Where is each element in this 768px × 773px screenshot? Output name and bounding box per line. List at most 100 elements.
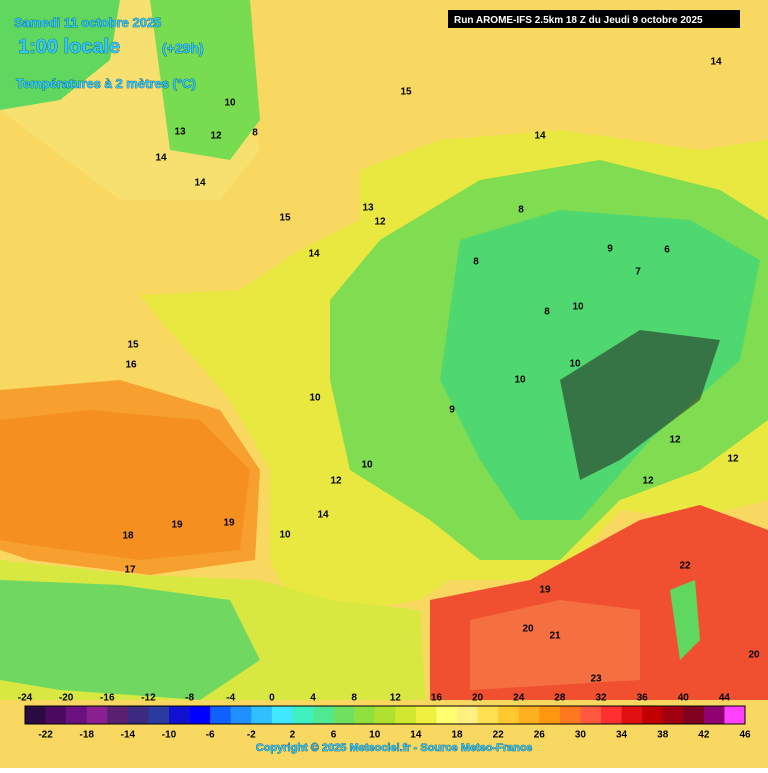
contour-label: 15 — [400, 87, 412, 98]
colorbar: -24 -20 -16 -12 -8 -4 0 4 8 12 16 20 24 28 32 36 40 44-22… — [18, 693, 751, 741]
colorbar-cell — [662, 706, 684, 724]
contour-label: 14 — [710, 57, 722, 68]
colorbar-cell — [642, 706, 664, 724]
date: Samedi 11 octobre 2025 — [14, 15, 161, 30]
colorbar-cell — [210, 706, 232, 724]
colorbar-label: 2 — [290, 730, 296, 741]
contour-label: 10 — [572, 302, 584, 313]
colorbar-label: 22 — [493, 730, 505, 741]
corsica — [670, 580, 700, 660]
contour-label: 14 — [155, 153, 167, 164]
colorbar-label: 10 — [369, 730, 381, 741]
colorbar-cell — [189, 706, 211, 724]
colorbar-label: 30 — [575, 730, 587, 741]
contour-label: 13 — [174, 127, 186, 138]
contour-label: 6 — [664, 245, 670, 256]
colorbar-cell — [169, 706, 190, 724]
contour-label: 15 — [127, 340, 139, 351]
colorbar-cell — [724, 706, 746, 724]
contour-label: 15 — [279, 213, 291, 224]
spain-green — [0, 580, 260, 700]
colorbar-label: 6 — [331, 730, 337, 741]
colorbar-cell — [415, 706, 437, 724]
colorbar-cell — [107, 706, 129, 724]
contour-label: 10 — [309, 393, 321, 404]
colorbar-cell — [313, 706, 334, 724]
lead: (+29h) — [162, 40, 204, 56]
field-name: Températures à 2 mètres (°C) — [16, 76, 196, 91]
colorbar-label: 16 — [431, 693, 443, 704]
contour-label: 14 — [534, 131, 546, 142]
colorbar-cell — [395, 706, 417, 724]
time: 1:00 locale — [18, 36, 120, 58]
colorbar-label: -18 — [79, 730, 94, 741]
colorbar-label: 24 — [513, 693, 525, 704]
contour-label: 19 — [171, 520, 183, 531]
colorbar-cell — [271, 706, 293, 724]
colorbar-cell — [703, 706, 725, 724]
contour-label: 12 — [727, 454, 739, 465]
contour-label: 12 — [374, 217, 386, 228]
contour-label: 14 — [194, 178, 206, 189]
colorbar-cell — [477, 706, 499, 724]
colorbar-cell — [230, 706, 252, 724]
colorbar-label: -20 — [59, 693, 74, 704]
colorbar-label: 38 — [657, 730, 669, 741]
contour-label: 19 — [223, 518, 235, 529]
colorbar-cell — [518, 706, 540, 724]
colorbar-cell — [580, 706, 602, 724]
uk-green — [0, 0, 120, 110]
bay-warmest — [0, 410, 250, 560]
contour-label: 17 — [124, 565, 136, 576]
contour-label: 19 — [539, 585, 551, 596]
colorbar-cell — [25, 706, 46, 724]
contour-label: 13 — [362, 203, 374, 214]
colorbar-label: -22 — [38, 730, 53, 741]
colorbar-cell — [292, 706, 314, 724]
colorbar-label: -12 — [141, 693, 156, 704]
contour-label: 12 — [642, 476, 654, 487]
colorbar-cell — [66, 706, 88, 724]
run-bar — [448, 10, 740, 28]
colorbar-label: -6 — [206, 730, 215, 741]
colorbar-cell — [127, 706, 149, 724]
colorbar-label: -8 — [185, 693, 194, 704]
colorbar-label: 4 — [310, 693, 316, 704]
colorbar-cell — [559, 706, 581, 724]
colorbar-cell — [86, 706, 108, 724]
colorbar-label: 28 — [554, 693, 566, 704]
colorbar-label: 12 — [390, 693, 402, 704]
contour-label: 20 — [748, 650, 760, 661]
colorbar-cell — [436, 706, 458, 724]
contour-label: 8 — [518, 205, 524, 216]
contour-label: 12 — [330, 476, 342, 487]
colorbar-cell — [333, 706, 355, 724]
contour-label: 10 — [224, 98, 236, 109]
colorbar-label: 8 — [351, 693, 357, 704]
contour-label: 7 — [635, 267, 641, 278]
uk-south — [150, 0, 260, 160]
colorbar-cell — [251, 706, 273, 724]
colorbar-cell — [354, 706, 376, 724]
colorbar-label: -2 — [247, 730, 256, 741]
colorbar-cell — [374, 706, 396, 724]
colorbar-label: 14 — [410, 730, 422, 741]
colorbar-cell — [148, 706, 170, 724]
colorbar-label: 44 — [719, 693, 731, 704]
contour-label: 10 — [279, 530, 291, 541]
copyright: Copyright © 2025 Meteociel.fr - Source M… — [256, 742, 532, 754]
run-info: Run AROME-IFS 2.5km 18 Z du Jeudi 9 octo… — [454, 15, 703, 26]
colorbar-label: -4 — [226, 693, 235, 704]
colorbar-label: 36 — [637, 693, 649, 704]
colorbar-label: -24 — [18, 693, 33, 704]
contour-label: 10 — [569, 359, 581, 370]
contour-label: 20 — [522, 624, 534, 635]
colorbar-label: 26 — [534, 730, 546, 741]
contour-label: 8 — [473, 257, 479, 268]
colorbar-label: -16 — [100, 693, 115, 704]
alps-cold — [560, 330, 720, 480]
colorbar-label: -10 — [162, 730, 177, 741]
med-inner — [470, 600, 640, 690]
